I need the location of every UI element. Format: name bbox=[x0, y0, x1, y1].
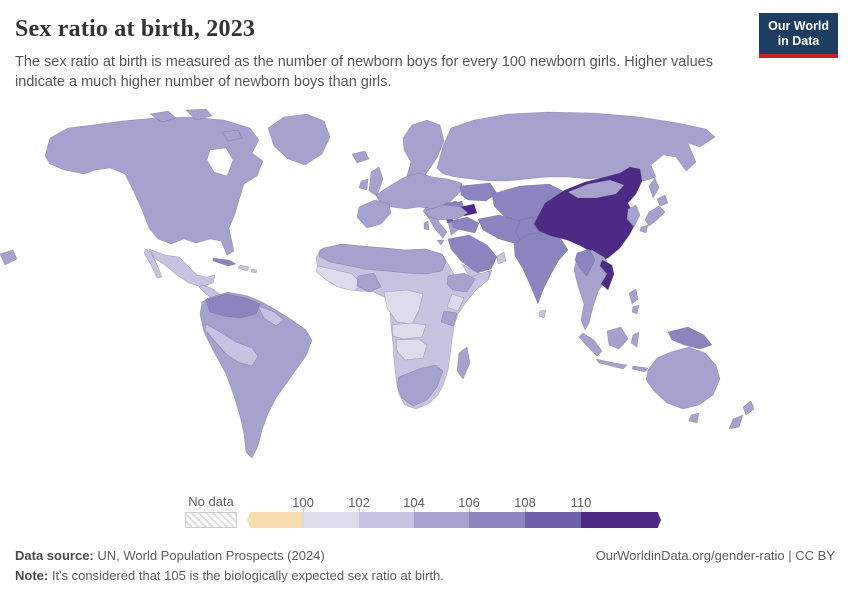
region-mongolia[interactable] bbox=[567, 179, 625, 199]
region-arctic-islands[interactable] bbox=[149, 108, 243, 142]
world-choropleth-map bbox=[0, 108, 755, 459]
region-korea[interactable] bbox=[626, 204, 641, 228]
region-hispaniola[interactable] bbox=[237, 264, 258, 274]
map-legend: No data 100 102 104 106 108 110 bbox=[185, 494, 675, 530]
legend-segment[interactable] bbox=[359, 512, 414, 528]
region-tanzania[interactable] bbox=[440, 310, 458, 327]
legend-tick bbox=[303, 508, 304, 514]
region-sri-lanka[interactable] bbox=[538, 309, 547, 319]
source-line: Data source: UN, World Population Prospe… bbox=[15, 546, 835, 566]
source-text: UN, World Population Prospects (2024) bbox=[93, 548, 325, 563]
region-new-guinea[interactable] bbox=[667, 326, 713, 350]
region-uk-ireland[interactable] bbox=[358, 166, 384, 197]
region-south-america[interactable] bbox=[199, 291, 313, 459]
owid-logo[interactable]: Our World in Data bbox=[759, 13, 838, 58]
page-title: Sex ratio at birth, 2023 bbox=[15, 16, 256, 42]
owid-logo-line2: in Data bbox=[777, 34, 820, 48]
region-philippines[interactable] bbox=[628, 288, 640, 315]
region-north-america[interactable] bbox=[44, 116, 264, 256]
legend-segment[interactable] bbox=[581, 512, 649, 528]
legend-bar[interactable] bbox=[247, 512, 661, 528]
region-russia[interactable] bbox=[0, 111, 716, 266]
note-line: Note: It's considered that 105 is the bi… bbox=[15, 566, 835, 586]
legend-segment[interactable] bbox=[469, 512, 525, 528]
no-data-label: No data bbox=[188, 494, 234, 509]
region-scandinavia[interactable] bbox=[402, 119, 445, 188]
note-label: Note: bbox=[15, 568, 49, 583]
legend-tick-label: 100 bbox=[292, 495, 314, 510]
legend-tick bbox=[525, 508, 526, 514]
legend-no-data[interactable]: No data bbox=[185, 494, 237, 528]
region-madagascar[interactable] bbox=[456, 346, 471, 380]
owid-logo-line1: Our World bbox=[768, 19, 829, 33]
region-turkey[interactable] bbox=[425, 204, 469, 221]
legend-segment[interactable] bbox=[525, 512, 581, 528]
region-colombia-venezuela[interactable] bbox=[205, 293, 261, 319]
region-india[interactable] bbox=[513, 231, 569, 305]
note-text: It's considered that 105 is the biologic… bbox=[48, 568, 444, 583]
legend-tick bbox=[359, 508, 360, 514]
region-japan[interactable] bbox=[639, 194, 669, 234]
legend-arrow-left[interactable] bbox=[247, 512, 259, 528]
region-syria-iraq[interactable] bbox=[451, 216, 480, 234]
legend-tick-label: 106 bbox=[458, 495, 480, 510]
region-saudi[interactable] bbox=[447, 234, 498, 274]
legend-tick-label: 102 bbox=[348, 495, 370, 510]
region-indonesia[interactable] bbox=[578, 326, 649, 373]
region-south-africa[interactable] bbox=[396, 364, 444, 407]
region-mexico[interactable] bbox=[143, 248, 216, 288]
legend-tick-label: 110 bbox=[570, 495, 592, 510]
credit-link[interactable]: OurWorldinData.org/gender-ratio | CC BY bbox=[595, 548, 835, 563]
chart-footer: Data source: UN, World Population Prospe… bbox=[15, 546, 835, 586]
legend-tick bbox=[581, 508, 582, 514]
legend-colorbar[interactable]: 100 102 104 106 108 110 bbox=[247, 494, 667, 528]
legend-tick bbox=[469, 508, 470, 514]
legend-segment[interactable] bbox=[414, 512, 469, 528]
region-nigeria[interactable] bbox=[356, 272, 382, 293]
region-new-zealand[interactable] bbox=[728, 400, 755, 430]
region-iceland[interactable] bbox=[351, 150, 370, 164]
region-myanmar[interactable] bbox=[574, 248, 596, 277]
region-drc[interactable] bbox=[383, 289, 424, 325]
no-data-swatch[interactable] bbox=[185, 512, 237, 528]
region-guyanas[interactable] bbox=[257, 305, 285, 327]
region-angola-zambia[interactable] bbox=[391, 322, 427, 340]
region-cuba[interactable] bbox=[212, 257, 237, 267]
source-label: Data source: bbox=[15, 548, 94, 563]
region-kenya[interactable] bbox=[446, 293, 465, 312]
region-north-africa[interactable] bbox=[318, 243, 447, 275]
chart-subtitle: The sex ratio at birth is measured as th… bbox=[15, 54, 713, 90]
region-namibia-botswana[interactable] bbox=[395, 338, 428, 361]
legend-segment[interactable] bbox=[303, 512, 359, 528]
region-ethiopia[interactable] bbox=[446, 272, 476, 293]
legend-tick-label: 108 bbox=[514, 495, 536, 510]
region-australia[interactable] bbox=[645, 346, 721, 424]
legend-segment[interactable] bbox=[259, 512, 303, 528]
region-greenland[interactable] bbox=[267, 113, 331, 166]
region-vietnam[interactable] bbox=[599, 259, 615, 291]
region-west-africa[interactable] bbox=[315, 265, 363, 292]
region-iberia[interactable] bbox=[356, 199, 392, 229]
region-peru-bolivia[interactable] bbox=[204, 323, 259, 367]
region-ukraine[interactable] bbox=[459, 182, 498, 202]
legend-arrow-right[interactable] bbox=[649, 512, 661, 528]
legend-tick bbox=[414, 508, 415, 514]
legend-tick-label: 104 bbox=[403, 495, 425, 510]
